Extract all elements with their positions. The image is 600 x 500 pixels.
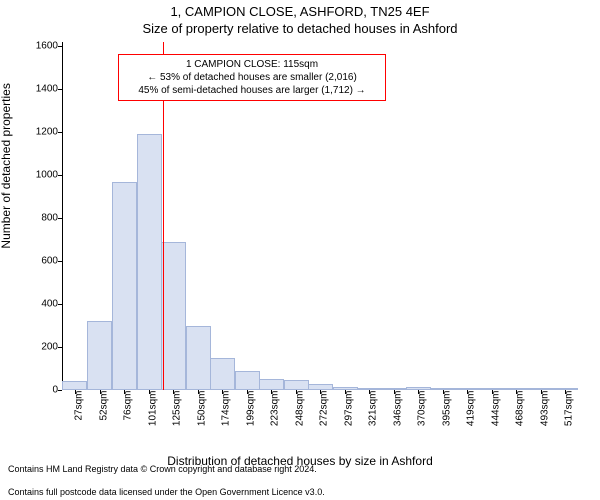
x-tick-label: 150sqm — [197, 391, 208, 427]
chart-title-line2: Size of property relative to detached ho… — [0, 21, 600, 36]
x-tick-label: 125sqm — [172, 391, 183, 427]
y-tick-mark — [58, 89, 62, 90]
x-tick-label: 272sqm — [319, 391, 330, 427]
x-tick-label: 370sqm — [417, 391, 428, 427]
histogram-bar — [112, 182, 137, 390]
histogram-bar — [284, 380, 309, 390]
x-tick-label: 419sqm — [466, 391, 477, 427]
y-tick-label: 200 — [22, 342, 58, 353]
annotation-line: ← 53% of detached houses are smaller (2,… — [125, 71, 379, 84]
x-tick-label: 321sqm — [368, 391, 379, 427]
histogram-bar — [87, 321, 112, 390]
histogram-bar — [62, 381, 87, 390]
y-tick-label: 1600 — [22, 41, 58, 52]
histogram-bar — [210, 358, 235, 390]
x-tick-label: 248sqm — [295, 391, 306, 427]
annotation-line: 45% of semi-detached houses are larger (… — [125, 84, 379, 97]
x-tick-label: 517sqm — [564, 391, 575, 427]
y-tick-mark — [58, 46, 62, 47]
annotation-box: 1 CAMPION CLOSE: 115sqm← 53% of detached… — [118, 54, 386, 101]
y-tick-mark — [58, 304, 62, 305]
x-tick-label: 101sqm — [148, 391, 159, 427]
y-tick-label: 1200 — [22, 127, 58, 138]
annotation-line: 1 CAMPION CLOSE: 115sqm — [125, 58, 379, 71]
footer-line2: Contains full postcode data licensed und… — [8, 487, 325, 497]
y-tick-label: 400 — [22, 299, 58, 310]
footer-line1: Contains HM Land Registry data © Crown c… — [8, 464, 317, 474]
x-tick-label: 395sqm — [442, 391, 453, 427]
y-tick-label: 800 — [22, 213, 58, 224]
y-tick-label: 0 — [22, 385, 58, 396]
y-tick-label: 1000 — [22, 170, 58, 181]
x-tick-label: 199sqm — [246, 391, 257, 427]
y-tick-mark — [58, 132, 62, 133]
y-tick-label: 1400 — [22, 84, 58, 95]
x-tick-label: 76sqm — [123, 391, 134, 421]
x-tick-label: 468sqm — [515, 391, 526, 427]
y-axis-label: Number of detached properties — [0, 83, 13, 248]
histogram-bar — [161, 242, 186, 390]
y-tick-mark — [58, 175, 62, 176]
histogram-bar — [186, 326, 211, 390]
x-tick-label: 174sqm — [221, 391, 232, 427]
y-tick-mark — [58, 218, 62, 219]
histogram-bar — [259, 379, 284, 390]
plot-area: 0200400600800100012001400160027sqm52sqm7… — [62, 42, 578, 390]
x-tick-label: 27sqm — [74, 391, 85, 421]
chart-title-line1: 1, CAMPION CLOSE, ASHFORD, TN25 4EF — [0, 4, 600, 19]
x-tick-label: 297sqm — [344, 391, 355, 427]
y-tick-mark — [58, 261, 62, 262]
y-tick-label: 600 — [22, 256, 58, 267]
footer-text: Contains HM Land Registry data © Crown c… — [8, 453, 325, 498]
x-tick-label: 223sqm — [270, 391, 281, 427]
histogram-bar — [137, 134, 162, 390]
x-tick-label: 52sqm — [99, 391, 110, 421]
y-tick-mark — [58, 347, 62, 348]
histogram-bar — [235, 371, 260, 390]
x-tick-label: 493sqm — [540, 391, 551, 427]
x-tick-label: 444sqm — [491, 391, 502, 427]
x-tick-label: 346sqm — [393, 391, 404, 427]
y-tick-mark — [58, 390, 62, 391]
